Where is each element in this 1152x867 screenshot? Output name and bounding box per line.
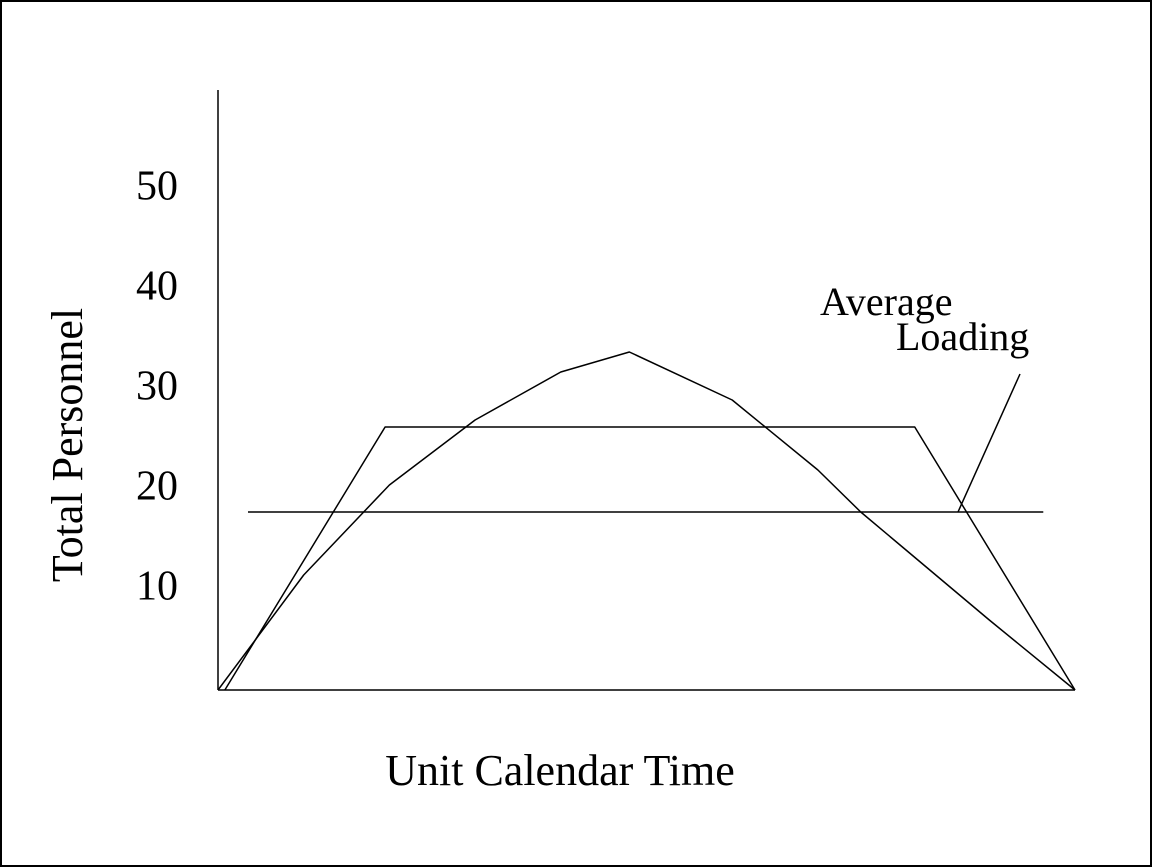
y-tick-label: 50 bbox=[136, 164, 178, 210]
line bbox=[224, 426, 1076, 691]
y-tick-label: 30 bbox=[136, 364, 178, 410]
annotation: Loading bbox=[896, 314, 1029, 359]
annotation: Average bbox=[820, 279, 953, 324]
y-tick-label: 40 bbox=[136, 264, 178, 310]
x-axis-label: Unit Calendar Time bbox=[385, 746, 735, 795]
y-tick-label: 10 bbox=[136, 564, 178, 610]
line bbox=[217, 351, 1076, 691]
y-tick-label: 20 bbox=[136, 464, 178, 510]
annotation-pointer bbox=[957, 373, 1021, 513]
y-axis-label: Total Personnel bbox=[43, 308, 92, 582]
